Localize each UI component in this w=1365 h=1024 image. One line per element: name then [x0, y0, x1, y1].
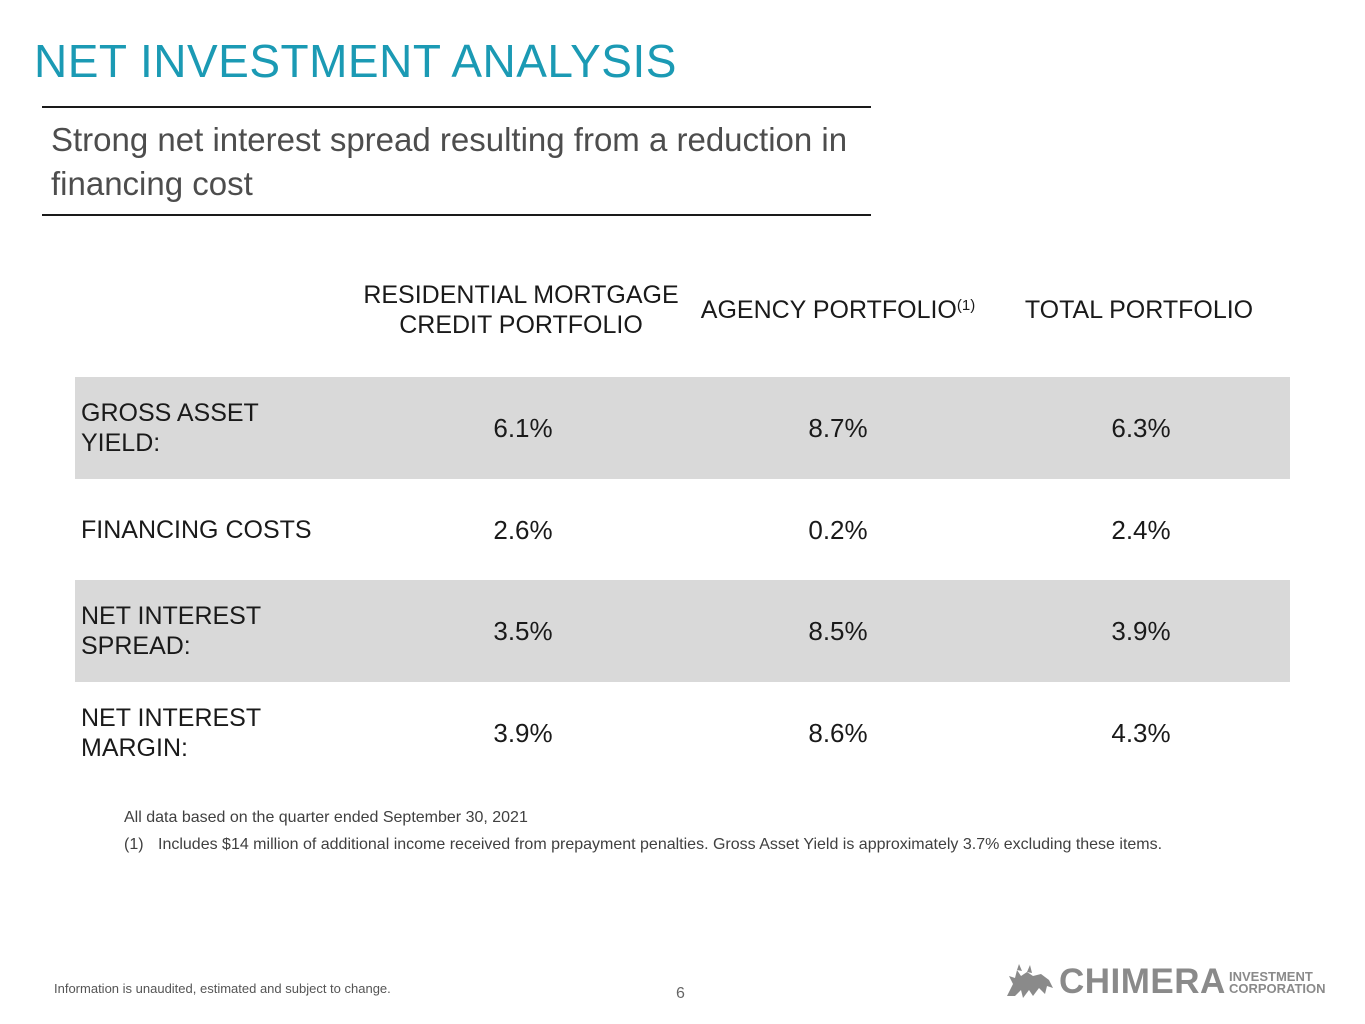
subtitle-bottom-rule: [42, 214, 871, 216]
column-header-total: TOTAL PORTFOLIO: [1008, 295, 1270, 325]
chimera-creature-icon: [1007, 964, 1053, 998]
cell-total: 6.3%: [1111, 412, 1171, 443]
page-subtitle: Strong net interest spread resulting fro…: [51, 121, 848, 202]
footnote-1-marker: (1): [124, 836, 144, 853]
row-label: GROSS ASSET YIELD:: [81, 399, 259, 457]
table-row-gross-asset-yield: GROSS ASSET YIELD: 6.1% 8.7% 6.3%: [75, 377, 1290, 479]
cell-total: 3.9%: [1111, 615, 1171, 646]
footer-disclaimer: Information is unaudited, estimated and …: [54, 981, 391, 996]
column-header-label: RESIDENTIAL MORTGAGE CREDIT PORTFOLIO: [363, 281, 679, 339]
row-label: NET INTEREST MARGIN:: [81, 704, 261, 762]
column-header-label: AGENCY PORTFOLIO: [700, 296, 957, 324]
column-header-residential: RESIDENTIAL MORTGAGE CREDIT PORTFOLIO: [362, 280, 680, 340]
cell-residential: 3.5%: [493, 615, 553, 646]
table-row-financing-costs: FINANCING COSTS 2.6% 0.2% 2.4%: [75, 479, 1290, 581]
column-header-agency: AGENCY PORTFOLIO(1): [690, 295, 986, 325]
logo-sub-line1: INVESTMENT: [1229, 969, 1313, 984]
footnote-1-text: Includes $14 million of additional incom…: [158, 836, 1163, 853]
logo-wordmark: CHIMERA: [1059, 962, 1226, 1001]
data-basis-note: All data based on the quarter ended Sept…: [124, 809, 528, 826]
row-label: NET INTEREST SPREAD:: [81, 602, 261, 660]
cell-agency: 8.7%: [808, 412, 868, 443]
cell-agency: 8.6%: [808, 717, 868, 748]
table-row-net-interest-spread: NET INTEREST SPREAD: 3.5% 8.5% 3.9%: [75, 580, 1290, 682]
cell-residential: 2.6%: [493, 514, 553, 545]
logo-sub-line2: CORPORATION: [1229, 981, 1326, 996]
cell-total: 2.4%: [1111, 514, 1171, 545]
logo-subtitle: INVESTMENT CORPORATION: [1229, 969, 1326, 996]
cell-agency: 8.5%: [808, 615, 868, 646]
column-header-label: TOTAL PORTFOLIO: [1024, 296, 1254, 324]
subtitle-top-rule: [42, 106, 871, 108]
page-number: 6: [676, 985, 685, 1002]
company-logo: CHIMERA INVESTMENT CORPORATION: [1003, 960, 1343, 1004]
cell-total: 4.3%: [1111, 717, 1171, 748]
cell-agency: 0.2%: [808, 514, 868, 545]
cell-residential: 6.1%: [493, 412, 553, 443]
table-row-net-interest-margin: NET INTEREST MARGIN: 3.9% 8.6% 4.3%: [75, 682, 1290, 784]
page-title: NET INVESTMENT ANALYSIS: [34, 35, 677, 87]
cell-residential: 3.9%: [493, 717, 553, 748]
footnote-marker: (1): [956, 297, 976, 314]
row-label: FINANCING COSTS: [81, 516, 312, 544]
